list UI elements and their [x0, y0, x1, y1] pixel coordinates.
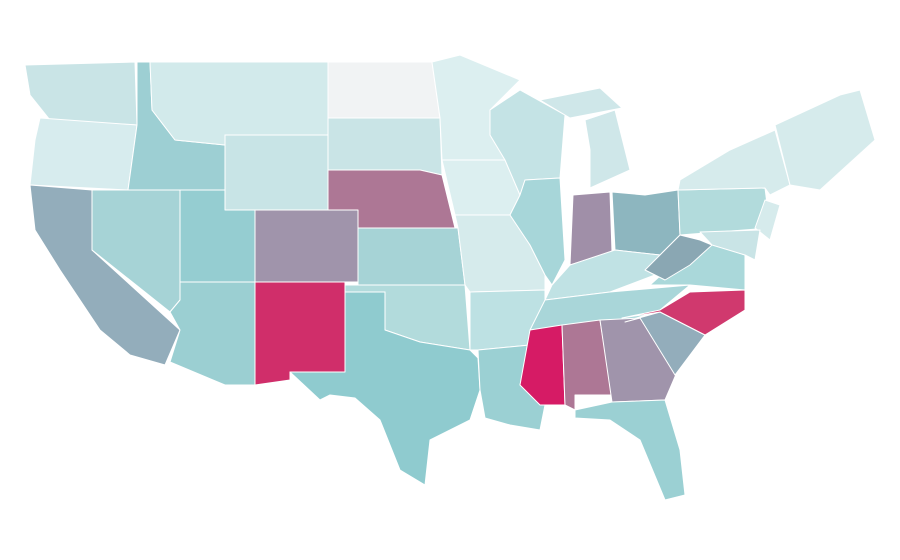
state [289, 291, 481, 486]
state [169, 281, 256, 386]
state [149, 61, 329, 146]
state [624, 311, 706, 376]
state [254, 281, 346, 386]
state [327, 61, 441, 119]
state [29, 117, 138, 191]
state [224, 134, 329, 211]
state [24, 61, 138, 126]
state [519, 324, 566, 406]
state [574, 399, 686, 501]
state [357, 227, 466, 286]
state [774, 89, 876, 191]
state [644, 234, 713, 281]
state [599, 317, 681, 403]
states [24, 54, 876, 501]
state [327, 117, 443, 176]
state [621, 289, 746, 336]
state [254, 209, 359, 283]
state [539, 87, 631, 189]
state [754, 199, 781, 241]
state [699, 229, 761, 261]
state [677, 129, 791, 196]
